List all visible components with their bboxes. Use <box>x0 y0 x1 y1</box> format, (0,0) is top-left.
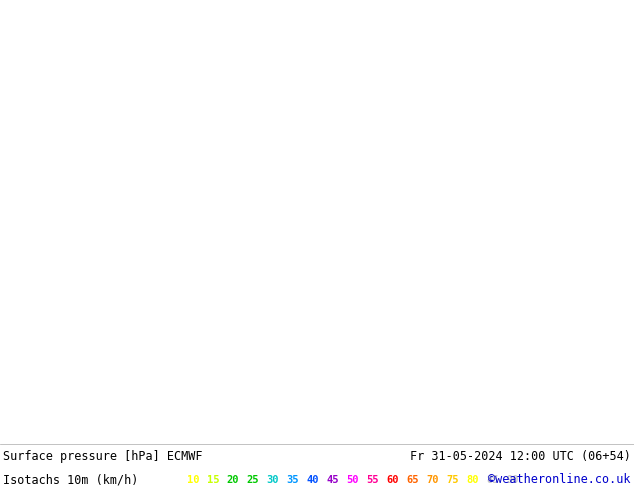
Text: 60: 60 <box>386 475 399 485</box>
Text: 20: 20 <box>227 475 239 485</box>
Text: 35: 35 <box>287 475 299 485</box>
Text: 50: 50 <box>346 475 359 485</box>
Text: 80: 80 <box>466 475 479 485</box>
Text: Fr 31-05-2024 12:00 UTC (06+54): Fr 31-05-2024 12:00 UTC (06+54) <box>410 450 631 463</box>
Text: 85: 85 <box>486 475 498 485</box>
Text: 45: 45 <box>327 475 339 485</box>
Text: 15: 15 <box>207 475 219 485</box>
Text: 65: 65 <box>406 475 418 485</box>
Text: Isotachs 10m (km/h): Isotachs 10m (km/h) <box>3 473 139 487</box>
Text: 25: 25 <box>247 475 259 485</box>
Text: 70: 70 <box>426 475 439 485</box>
Text: 10: 10 <box>187 475 199 485</box>
Text: 90: 90 <box>506 475 519 485</box>
Text: ©weatheronline.co.uk: ©weatheronline.co.uk <box>488 473 631 487</box>
Text: 30: 30 <box>266 475 279 485</box>
Text: 55: 55 <box>366 475 379 485</box>
Text: 75: 75 <box>446 475 458 485</box>
Text: 40: 40 <box>306 475 319 485</box>
Text: Surface pressure [hPa] ECMWF: Surface pressure [hPa] ECMWF <box>3 450 203 463</box>
